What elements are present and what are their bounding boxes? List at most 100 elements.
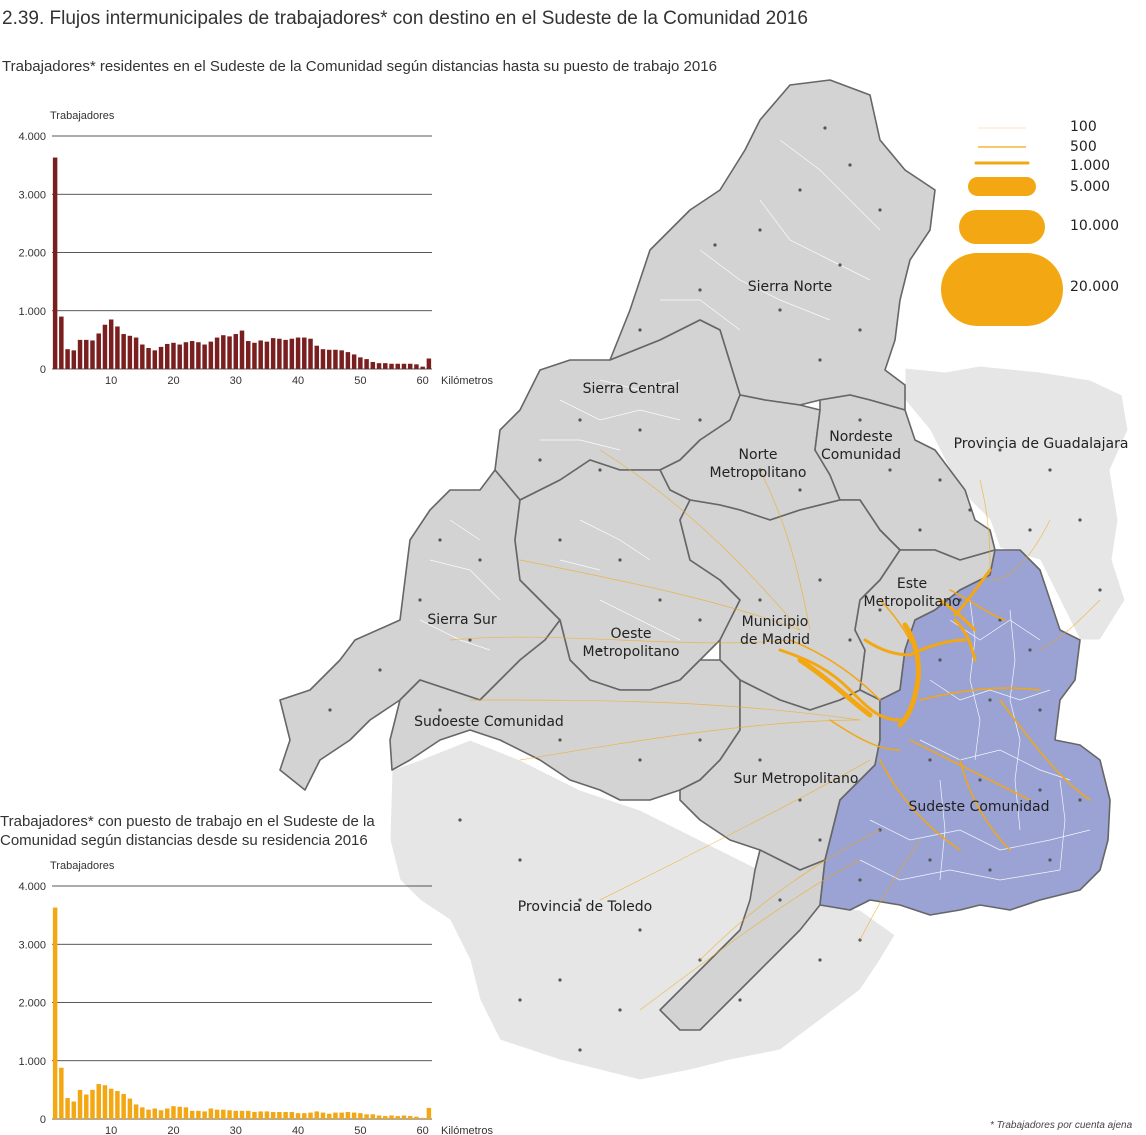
bar [77, 1089, 83, 1119]
madrid-regions [279, 79, 996, 1031]
bar [84, 339, 89, 369]
bar [245, 1110, 251, 1119]
bar [264, 1111, 270, 1119]
svg-text:5.000: 5.000 [1070, 179, 1110, 195]
worker-flows [449, 449, 1101, 1011]
bar [389, 363, 394, 369]
bar [196, 1110, 201, 1119]
bar [227, 336, 232, 369]
bar [426, 358, 432, 369]
label-sudeste-comunidad: Sudeste Comunidad [908, 799, 1049, 815]
y-tick-label: 2.000 [18, 998, 46, 1010]
bar [171, 342, 176, 369]
bar [146, 348, 151, 369]
bar [152, 350, 158, 369]
bar [364, 359, 369, 369]
y-tick-label: 1.000 [18, 306, 46, 318]
bar [158, 1110, 164, 1119]
x-tick-label: 30 [230, 375, 242, 387]
bar [121, 1093, 126, 1119]
svg-text:1.000: 1.000 [1070, 158, 1110, 174]
bar [102, 324, 108, 369]
bar [77, 339, 83, 369]
bar [133, 337, 139, 369]
legend-item-20000: 20.000 [941, 253, 1119, 326]
y-tick-label: 0 [40, 1114, 46, 1126]
bar [283, 1112, 288, 1119]
bar [177, 1106, 182, 1119]
svg-text:20.000: 20.000 [1070, 279, 1119, 295]
bar [202, 1111, 207, 1119]
bar [214, 1109, 220, 1119]
bar [65, 349, 70, 369]
bar [358, 1113, 363, 1119]
legend-item-10000: 10.000 [959, 210, 1119, 244]
x-tick-label: 60 [417, 375, 429, 387]
bar [127, 335, 133, 369]
bar [189, 1110, 195, 1119]
y-tick-label: 3.000 [18, 939, 46, 951]
svg-text:100: 100 [1070, 119, 1097, 135]
bar [252, 1112, 257, 1119]
bar [127, 1098, 133, 1119]
bar [227, 1110, 232, 1119]
bar [283, 339, 288, 369]
bar [140, 344, 145, 369]
bar [351, 354, 357, 369]
bar [426, 1107, 432, 1119]
bar [221, 335, 226, 369]
bar [326, 1113, 332, 1119]
page-title: 2.39. Flujos intermunicipales de trabaja… [2, 8, 808, 29]
bar [270, 338, 276, 369]
bar [258, 1111, 263, 1119]
bar [295, 337, 301, 369]
toledo-area [389, 739, 896, 1081]
x-tick-label: 30 [230, 1125, 242, 1135]
bar [320, 349, 326, 369]
bar [102, 1085, 108, 1119]
bar [208, 341, 214, 369]
label-provincia-toledo: Provincia de Toledo [518, 899, 653, 915]
x-tick-label: 40 [292, 375, 304, 387]
bar [302, 1113, 307, 1119]
bar [401, 1115, 407, 1119]
top-distance-histogram: 0 1.000 2.000 3.000 4.000 10 20 30 40 50 60 Kilómet… [18, 110, 493, 387]
y-tick-label: 4.000 [18, 881, 46, 893]
region-sudeste-comunidad[interactable] [819, 549, 1111, 916]
bar [383, 363, 388, 369]
x-tick-label: 50 [354, 375, 366, 387]
top-chart-title: Trabajadores* residentes en el Sudeste d… [2, 58, 717, 75]
bar [277, 1112, 282, 1119]
bar [52, 907, 58, 1119]
footnote: * Trabajadores por cuenta ajena [990, 1120, 1133, 1131]
bar [345, 352, 351, 369]
x-tick-label: 60 [417, 1125, 429, 1135]
x-tick-label: 20 [167, 1125, 179, 1135]
bar [320, 1112, 326, 1119]
svg-text:10.000: 10.000 [1070, 218, 1119, 234]
bar [221, 1109, 226, 1119]
bar [333, 349, 338, 369]
bar [339, 350, 344, 369]
bar [414, 364, 419, 369]
bar [345, 1112, 351, 1119]
bar [183, 342, 189, 369]
label-este-metropolitano: Este Metropolitano [864, 576, 961, 610]
bar [258, 340, 263, 369]
bar [326, 349, 332, 369]
bar [302, 337, 307, 369]
bar [289, 338, 295, 369]
x-tick-label: 10 [105, 375, 117, 387]
bar [96, 333, 101, 369]
label-nordeste-comunidad: Nordeste Comunidad [821, 429, 901, 463]
bar [165, 1108, 170, 1119]
bar [239, 1110, 245, 1119]
x-tick-label: 20 [167, 375, 179, 387]
bar [383, 1116, 388, 1119]
svg-text:500: 500 [1070, 139, 1097, 155]
bar [65, 1098, 70, 1119]
bottom-distance-histogram: 0 1.000 2.000 3.000 4.000 10 20 30 40 50 60 Kilómet… [18, 860, 493, 1135]
y-tick-label: 4.000 [18, 131, 46, 143]
x-axis-title: Kilómetros [441, 1125, 493, 1135]
bar [71, 350, 77, 369]
